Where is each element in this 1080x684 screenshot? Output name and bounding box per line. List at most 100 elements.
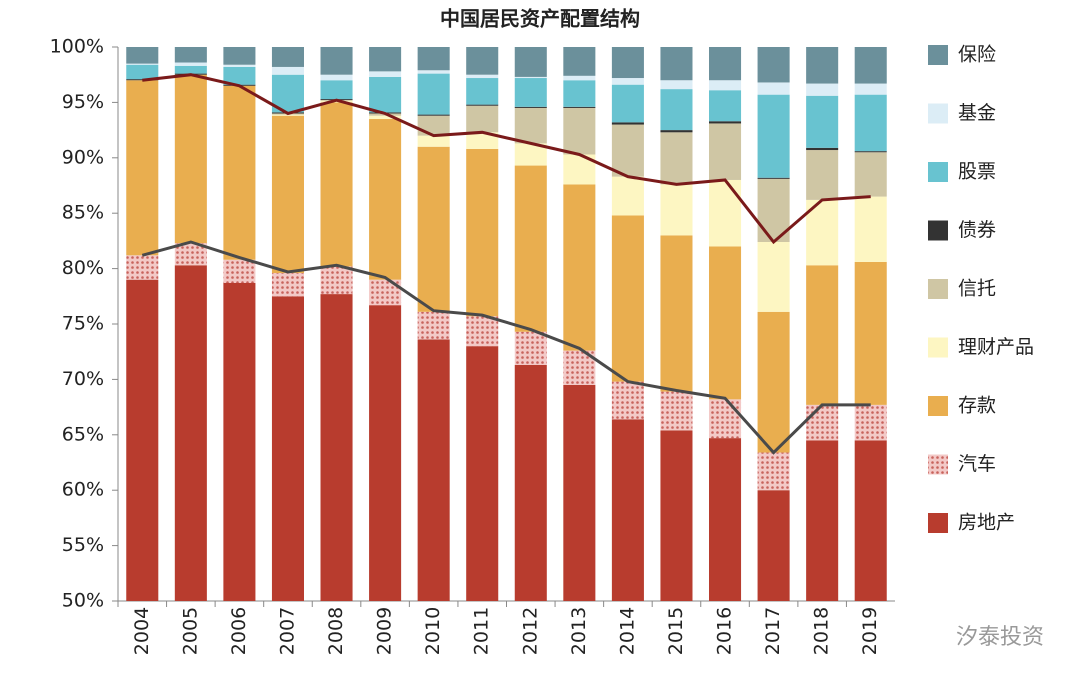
bar-segment — [271, 115, 304, 274]
bar-segment — [854, 94, 887, 152]
x-tick-label: 2005 — [179, 607, 201, 655]
bar-segment — [660, 47, 693, 81]
y-tick-label: 100% — [50, 36, 104, 58]
bar-segment — [174, 74, 207, 244]
bar-segment — [514, 76, 547, 79]
x-tick-label: 2017 — [762, 607, 784, 655]
bar-segment — [709, 121, 742, 124]
bar-segment — [660, 184, 693, 236]
legend-label: 房地产 — [958, 512, 1015, 534]
legend-label: 信托 — [958, 278, 996, 300]
legend-swatch — [928, 396, 948, 416]
bar-segment — [709, 179, 742, 247]
bar-segment — [417, 135, 450, 147]
y-tick-label: 75% — [62, 313, 104, 335]
bar-segment — [660, 430, 693, 601]
bar-segment — [466, 148, 499, 317]
legend-swatch — [928, 454, 948, 475]
bar-segment — [806, 404, 839, 441]
bar-segment — [611, 84, 644, 123]
y-tick-label: 65% — [62, 423, 104, 445]
bar-segment — [223, 259, 256, 284]
bar-segment — [466, 346, 499, 601]
bar-segment — [563, 106, 596, 108]
bar-segment — [466, 132, 499, 149]
bar-segment — [854, 261, 887, 405]
bar-segment — [223, 64, 256, 67]
bar-segment — [854, 152, 887, 197]
bar-segment — [854, 440, 887, 601]
bar-segment — [320, 266, 353, 295]
bar-segment — [320, 102, 353, 267]
x-tick-label: 2007 — [276, 607, 298, 655]
legend-label: 基金 — [958, 102, 996, 124]
bar-segment — [417, 115, 450, 136]
bar-segment — [126, 64, 159, 80]
bar-segment — [563, 107, 596, 155]
bar-segment — [320, 294, 353, 601]
bar-segment — [320, 80, 353, 100]
x-tick-label: 2012 — [519, 607, 541, 655]
bar-segment — [466, 316, 499, 347]
bar-segment — [611, 122, 644, 125]
bar-segment — [174, 62, 207, 66]
bar-segment — [611, 419, 644, 601]
bar-segment — [854, 151, 887, 153]
bar-segment — [514, 107, 547, 144]
bar-segment — [563, 184, 596, 351]
legend-swatch — [928, 513, 948, 533]
bar-segment — [126, 47, 159, 64]
bar-segment — [660, 130, 693, 133]
bar-segment — [709, 438, 742, 601]
bar-segment — [660, 80, 693, 90]
x-tick-label: 2014 — [616, 607, 638, 655]
x-tick-label: 2009 — [374, 607, 396, 655]
bar-segment — [174, 265, 207, 601]
bar-segment — [854, 47, 887, 84]
bar-segment — [514, 78, 547, 107]
bar-segment — [854, 83, 887, 95]
bar-segment — [806, 83, 839, 96]
bar-segment — [417, 339, 450, 601]
bar-segment — [709, 399, 742, 439]
y-tick-label: 80% — [62, 257, 104, 279]
y-tick-label: 70% — [62, 368, 104, 390]
legend-swatch — [928, 45, 948, 65]
line — [141, 240, 871, 455]
y-tick-label: 85% — [62, 202, 104, 224]
bar-segment — [660, 235, 693, 392]
bar-segment — [271, 296, 304, 601]
bar-segment — [466, 74, 499, 79]
bar-segment — [223, 47, 256, 65]
bar-segment — [709, 90, 742, 122]
watermark: 汐泰投资 — [956, 625, 1044, 650]
bar-segment — [757, 47, 790, 83]
bar-segment — [709, 123, 742, 180]
bar-segment — [417, 114, 450, 116]
bar-segment — [369, 305, 402, 601]
bar-segment — [611, 78, 644, 85]
bar-segment — [709, 246, 742, 400]
bar-segment — [806, 47, 839, 84]
bar-segment — [369, 76, 402, 113]
x-tick-label: 2016 — [714, 607, 736, 655]
bar-segment — [271, 66, 304, 75]
bar-segment — [223, 66, 256, 85]
bar-segment — [806, 150, 839, 200]
legend-swatch — [928, 103, 948, 124]
bar-segment — [563, 80, 596, 107]
chart-title: 中国居民资产配置结构 — [440, 7, 640, 31]
bar-segment — [271, 47, 304, 67]
bar-segment — [563, 47, 596, 76]
bar-segment — [709, 80, 742, 91]
bar-segment — [611, 124, 644, 177]
bar-segment — [174, 65, 207, 74]
bar-segment — [126, 279, 159, 601]
y-tick-label: 50% — [62, 590, 104, 612]
x-tick-label: 2018 — [811, 607, 833, 655]
bar-segment — [854, 404, 887, 441]
legend-label: 汽车 — [958, 453, 996, 475]
x-tick-label: 2013 — [568, 607, 590, 655]
legend-swatch — [928, 279, 948, 299]
